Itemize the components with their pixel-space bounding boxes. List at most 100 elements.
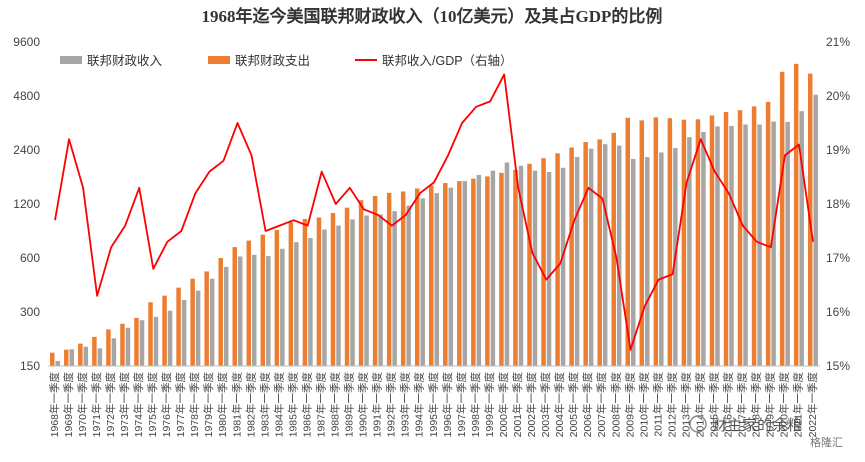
revenue-bar [83,346,89,366]
spending-bar [457,181,462,366]
x-tick-label: 1983年一季度 [258,372,271,438]
x-tick-label: 1975年一季度 [146,372,159,438]
revenue-bar [476,175,482,366]
left-axis: 150 300 600 1200 2400 4800 9600 [13,35,40,373]
spending-bar [106,329,111,366]
revenue-bar [490,170,496,366]
revenue-bar [195,290,201,366]
legend-swatch-revenue [60,56,82,64]
spending-bar [443,183,448,366]
left-tick-label: 150 [20,359,40,373]
right-tick-label: 21% [826,35,850,49]
x-tick-label: 1985年一季度 [286,372,299,438]
x-tick-label: 2003年一季度 [539,372,552,438]
x-tick-label: 2009年一季度 [623,372,636,438]
x-tick-label: 1993年一季度 [399,372,412,438]
revenue-bar [223,266,229,366]
spending-bar [372,195,378,366]
revenue-bar [785,121,790,366]
x-tick-label: 1970年一季度 [76,372,89,438]
revenue-bar [813,94,818,367]
revenue-bar [97,348,103,366]
x-tick-label: 1986年一季度 [300,372,313,438]
spending-bars [50,63,813,367]
x-tick-label: 1992年一季度 [385,372,398,438]
revenue-bar [266,256,271,366]
x-tick-label: 1990年一季度 [357,372,370,438]
x-tick-label: 2019年一季度 [764,372,777,438]
revenue-bar [602,144,608,366]
x-tick-label: 2016年一季度 [722,372,735,438]
legend-label-spending: 联邦财政支出 [235,54,310,68]
left-tick-label: 9600 [13,35,40,49]
revenue-bar [308,238,313,366]
spending-bar [513,169,518,366]
spending-bar [555,153,560,366]
spending-bar [583,141,588,366]
revenue-bar [504,162,510,366]
watermark-main: 财主家的余粮 [712,416,802,434]
x-tick-label: 1988年一季度 [329,372,342,438]
left-tick-label: 300 [20,305,40,319]
spending-bar [414,188,420,366]
revenue-bar [462,181,468,366]
spending-bar [386,192,392,366]
x-tick-label: 2012年一季度 [665,372,678,438]
spending-bar [358,200,364,366]
x-tick-label: 2022年一季度 [806,372,819,438]
right-tick-label: 18% [826,197,850,211]
spending-bar [751,106,757,367]
revenue-bar [448,187,454,366]
revenue-bar [631,158,636,366]
spending-bar [288,222,294,366]
revenue-bars [55,94,818,367]
spending-bar [625,117,631,367]
spending-bar [330,212,336,366]
x-tick-label: 2004年一季度 [553,372,566,438]
x-axis: 1968年一季度 1969年一季度 1970年一季度 1971年一季度 1972年一季度… [48,372,819,438]
x-tick-label: 1989年一季度 [343,372,356,438]
x-tick-label: 1998年一季度 [469,372,482,438]
x-tick-label: 2006年一季度 [581,372,594,438]
x-tick-label: 1976年一季度 [160,372,173,438]
spending-bar [793,63,799,367]
x-tick-label: 2014年一季度 [693,372,706,438]
x-tick-label: 1987年一季度 [314,372,327,438]
x-tick-label: 1968年一季度 [48,372,61,438]
revenue-bar [153,316,159,366]
spending-bar [162,295,167,366]
spending-bar [499,172,504,366]
x-tick-label: 1971年一季度 [90,372,103,438]
x-tick-label: 2013年一季度 [679,372,692,438]
spending-bar [541,158,546,366]
x-tick-label: 2000年一季度 [497,372,510,438]
x-tick-label: 1991年一季度 [371,372,384,438]
revenue-bar [616,145,622,366]
x-tick-label: 1980年一季度 [216,372,229,438]
spending-bar [471,178,476,366]
x-tick-label: 1997年一季度 [455,372,468,438]
x-tick-label: 1984年一季度 [272,372,285,438]
revenue-bar [167,310,173,366]
x-tick-label: 1979年一季度 [202,372,215,438]
right-tick-label: 19% [826,143,850,157]
spending-bar [260,234,266,366]
revenue-bar [799,111,804,367]
spending-bar [92,336,97,366]
revenue-bar [350,219,355,366]
x-tick-label: 2021年一季度 [792,372,805,438]
left-tick-label: 2400 [13,143,40,157]
spending-bar [344,207,350,366]
spending-bar [485,176,490,366]
revenue-bar [392,211,397,366]
revenue-bar [336,225,341,366]
revenue-bar [532,170,538,366]
revenue-bar [420,198,425,366]
spending-bar [64,349,69,366]
spending-bar [246,240,252,366]
x-tick-label: 2002年一季度 [525,372,538,438]
spending-bar [569,147,574,366]
legend-swatch-spending [208,56,230,64]
wechat-icon [689,415,707,433]
